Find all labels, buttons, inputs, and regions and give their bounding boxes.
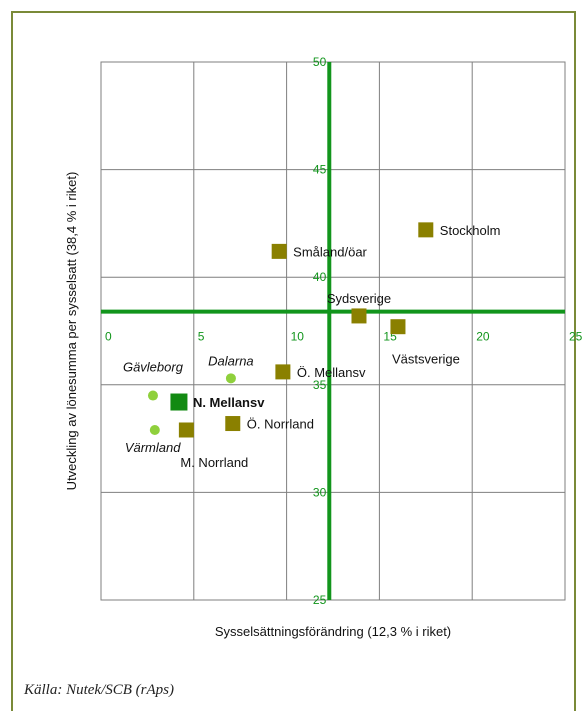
y-axis-title: Utveckling av lönesumma per sysselsatt (… bbox=[64, 172, 79, 491]
data-label: Sydsverige bbox=[327, 291, 391, 306]
data-label: Småland/öar bbox=[293, 244, 367, 259]
data-label: Stockholm bbox=[440, 223, 501, 238]
x-tick-label: 5 bbox=[198, 330, 205, 344]
source-note: Källa: Nutek/SCB (rAps) bbox=[24, 682, 174, 698]
data-label: Ö. Norrland bbox=[247, 417, 314, 432]
y-tick-label: 50 bbox=[313, 55, 327, 69]
data-point bbox=[271, 243, 287, 259]
data-point bbox=[147, 390, 158, 401]
data-point bbox=[351, 308, 367, 324]
data-point bbox=[418, 222, 434, 238]
data-point bbox=[149, 424, 160, 435]
y-tick-label: 45 bbox=[313, 163, 327, 177]
data-point bbox=[178, 422, 194, 438]
data-point bbox=[275, 364, 291, 380]
data-label: Värmland bbox=[125, 440, 181, 455]
data-point bbox=[225, 373, 236, 384]
data-label: Ö. Mellansv bbox=[297, 365, 366, 380]
plot-area bbox=[100, 61, 566, 601]
data-label: M. Norrland bbox=[180, 455, 248, 470]
data-label: Dalarna bbox=[208, 353, 254, 368]
y-tick-label: 25 bbox=[313, 593, 327, 607]
x-tick-label: 0 bbox=[105, 330, 112, 344]
x-tick-label: 25 bbox=[569, 330, 583, 344]
data-label: Västsverige bbox=[392, 352, 460, 367]
data-point bbox=[225, 416, 241, 432]
x-tick-label: 20 bbox=[476, 330, 490, 344]
data-point bbox=[170, 393, 188, 411]
data-label: N. Mellansv bbox=[193, 395, 265, 410]
y-tick-label: 35 bbox=[313, 378, 327, 392]
x-tick-label: 10 bbox=[291, 330, 305, 344]
chart-frame bbox=[11, 11, 576, 711]
data-point bbox=[390, 319, 406, 335]
y-tick-label: 40 bbox=[313, 270, 327, 284]
data-label: Gävleborg bbox=[123, 360, 184, 375]
x-axis-title: Sysselsättningsförändring (12,3 % i rike… bbox=[215, 624, 451, 639]
y-tick-label: 30 bbox=[313, 485, 327, 499]
